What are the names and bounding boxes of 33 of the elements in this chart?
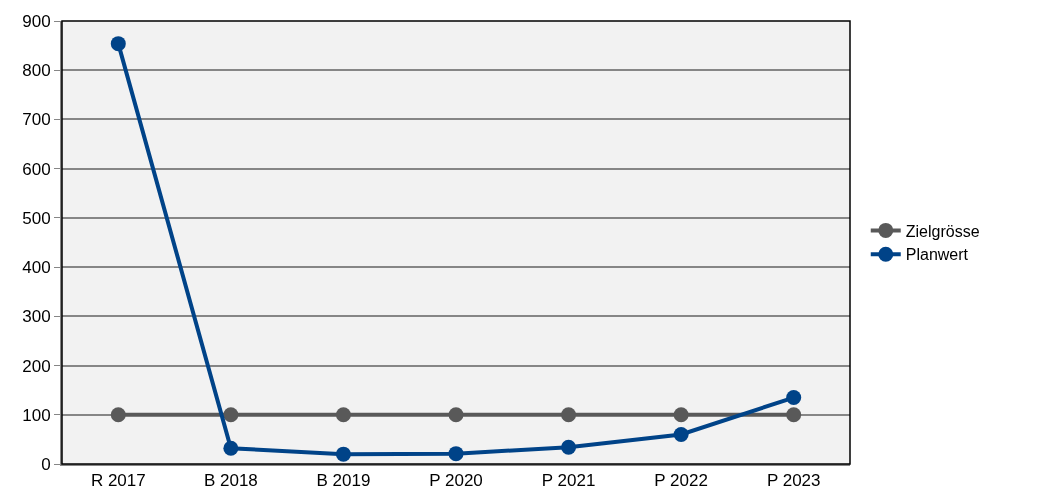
y-tick-label: 400 bbox=[22, 258, 51, 278]
point bbox=[335, 407, 351, 423]
point bbox=[110, 36, 126, 52]
x-tick-label: P 2020 bbox=[429, 471, 483, 491]
point bbox=[673, 426, 689, 442]
x-tick-label: R 2017 bbox=[90, 471, 146, 491]
point bbox=[561, 407, 577, 423]
point bbox=[561, 439, 577, 455]
y-tick-label: 100 bbox=[22, 405, 51, 425]
legend-label: Zielgrösse bbox=[905, 222, 980, 240]
y-tick-label: 900 bbox=[22, 11, 51, 31]
point bbox=[223, 440, 239, 456]
y-tick-label: 300 bbox=[22, 307, 51, 327]
point bbox=[786, 390, 802, 406]
x-tick-label: P 2023 bbox=[766, 471, 821, 491]
point bbox=[673, 407, 689, 423]
point bbox=[335, 446, 351, 462]
x-tick-label: B 2019 bbox=[316, 471, 371, 491]
point bbox=[110, 407, 126, 423]
legend-label: Planwert bbox=[905, 246, 969, 264]
y-tick-label: 500 bbox=[22, 208, 51, 228]
x-tick-label: P 2022 bbox=[654, 471, 708, 491]
point bbox=[448, 407, 464, 423]
point bbox=[786, 407, 802, 423]
point bbox=[448, 446, 464, 462]
y-tick-label: 700 bbox=[22, 110, 51, 130]
point bbox=[223, 407, 239, 423]
y-tick-label: 600 bbox=[22, 159, 51, 179]
x-tick-label: B 2018 bbox=[203, 471, 258, 491]
y-tick-label: 200 bbox=[22, 356, 51, 376]
x-tick-label: P 2021 bbox=[541, 471, 596, 491]
y-tick-label: 0 bbox=[41, 454, 51, 474]
y-tick-label: 800 bbox=[22, 61, 51, 81]
